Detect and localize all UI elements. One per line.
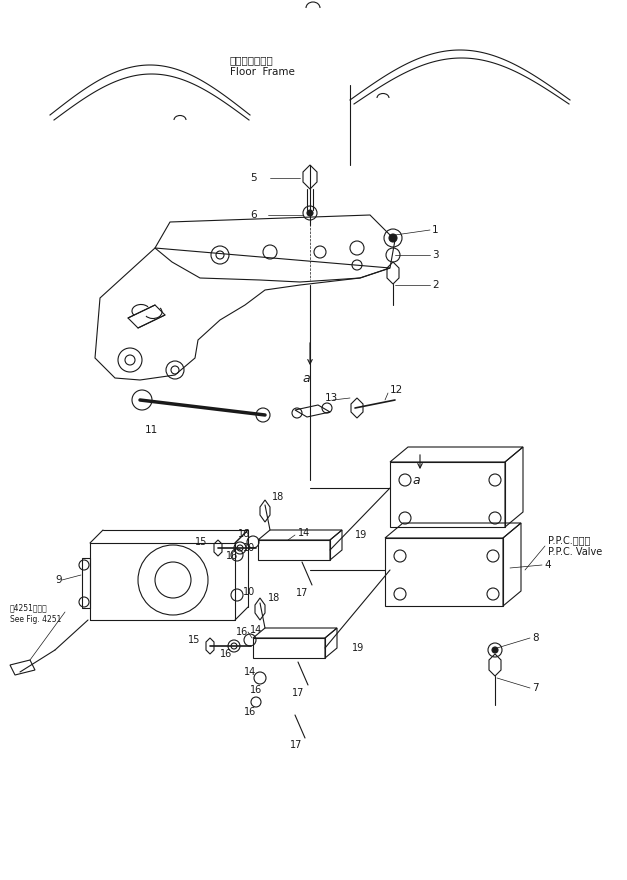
Text: 13: 13 — [325, 393, 338, 403]
Text: 17: 17 — [296, 588, 308, 598]
Text: 18: 18 — [272, 492, 284, 502]
Text: 第4251図参照: 第4251図参照 — [10, 604, 48, 612]
Text: フロアフレーム: フロアフレーム — [230, 55, 274, 65]
Text: 12: 12 — [390, 385, 403, 395]
Text: 17: 17 — [290, 740, 302, 750]
Text: 15: 15 — [188, 635, 201, 645]
Text: 2: 2 — [432, 280, 439, 290]
Text: See Fig. 4251: See Fig. 4251 — [10, 615, 61, 625]
Text: 16: 16 — [250, 685, 262, 695]
Text: Floor  Frame: Floor Frame — [230, 67, 295, 77]
Circle shape — [389, 234, 397, 242]
Text: 16: 16 — [244, 707, 256, 717]
Polygon shape — [128, 305, 165, 328]
Text: 16: 16 — [238, 529, 250, 539]
Text: 7: 7 — [532, 683, 539, 693]
Text: 15: 15 — [195, 537, 208, 547]
Text: 4: 4 — [544, 560, 551, 570]
Text: 16: 16 — [236, 627, 248, 637]
Circle shape — [307, 210, 313, 216]
Text: 14: 14 — [244, 667, 256, 677]
Text: 14: 14 — [250, 625, 262, 635]
Text: 19: 19 — [352, 643, 364, 653]
Text: 17: 17 — [292, 688, 304, 698]
Text: 1: 1 — [432, 225, 439, 235]
Text: P.P.C. Valve: P.P.C. Valve — [548, 547, 603, 557]
Text: a: a — [302, 371, 310, 385]
Text: 10: 10 — [243, 543, 255, 553]
Text: 11: 11 — [145, 425, 158, 435]
Text: 8: 8 — [532, 633, 539, 643]
Text: P.P.C.バルブ: P.P.C.バルブ — [548, 535, 591, 545]
Circle shape — [492, 647, 498, 653]
Text: 16: 16 — [226, 551, 238, 561]
Text: 16: 16 — [220, 649, 232, 659]
Text: 3: 3 — [432, 250, 439, 260]
Text: 6: 6 — [250, 210, 256, 220]
Text: 10: 10 — [243, 587, 255, 597]
Text: 14: 14 — [298, 528, 310, 538]
Text: 9: 9 — [55, 575, 61, 585]
Text: 5: 5 — [250, 173, 256, 183]
Text: a: a — [412, 473, 419, 487]
Text: 18: 18 — [268, 593, 280, 603]
Text: 19: 19 — [355, 530, 367, 540]
